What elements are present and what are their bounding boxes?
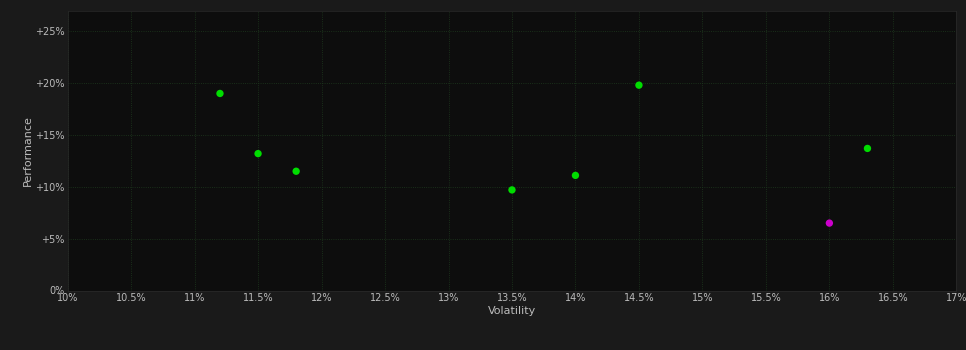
- X-axis label: Volatility: Volatility: [488, 306, 536, 316]
- Point: [289, 168, 304, 174]
- Point: [860, 146, 875, 151]
- Point: [504, 187, 520, 193]
- Point: [568, 173, 583, 178]
- Point: [250, 151, 266, 156]
- Point: [822, 220, 838, 226]
- Point: [213, 91, 228, 96]
- Point: [631, 82, 646, 88]
- Y-axis label: Performance: Performance: [22, 115, 33, 186]
